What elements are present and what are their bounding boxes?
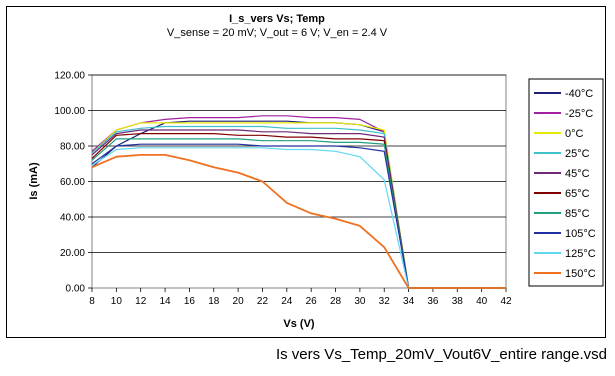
series-line-10 (91, 153, 506, 289)
x-tick-label: 8 (89, 296, 95, 307)
x-tick-label: 20 (233, 296, 245, 307)
y-tick-label: 100.00 (54, 106, 85, 117)
x-tick-label: 16 (184, 296, 196, 307)
legend-label: 65°C (565, 188, 590, 200)
y-tick-label: 120.00 (54, 71, 85, 82)
x-tick-label: 36 (427, 296, 439, 307)
legend-label: 105°C (565, 228, 596, 240)
legend-label: 85°C (565, 208, 590, 220)
x-tick-label: 42 (500, 296, 512, 307)
chart-frame: I_s_vers Vs; Temp V_sense = 20 mV; V_out… (6, 6, 606, 338)
x-tick-label: 22 (257, 296, 269, 307)
grid-lines (88, 74, 507, 292)
x-tick-label: 32 (379, 296, 391, 307)
y-tick-labels: 0.00 20.00 40.00 60.00 80.00 100.00 120.00 (54, 71, 85, 295)
x-axis-label: Vs (V) (283, 318, 315, 330)
x-tick-label: 38 (452, 296, 464, 307)
x-tick-label: 26 (306, 296, 318, 307)
x-tick-label: 30 (354, 296, 366, 307)
x-tick-label: 40 (476, 296, 488, 307)
chart-subtitle: V_sense = 20 mV; V_out = 6 V; V_en = 2.4… (167, 27, 388, 39)
legend-label: 45°C (565, 168, 590, 180)
chart-title: I_s_vers Vs; Temp (229, 13, 325, 25)
x-tick-label: 10 (111, 296, 123, 307)
line-chart: I_s_vers Vs; Temp V_sense = 20 mV; V_out… (28, 13, 604, 330)
legend-label: 125°C (565, 248, 596, 260)
x-tick-label: 28 (330, 296, 342, 307)
x-tick-label: 34 (403, 296, 415, 307)
x-tick-label: 18 (208, 296, 220, 307)
x-tick-label: 12 (135, 296, 147, 307)
file-caption: Is vers Vs_Temp_20mV_Vout6V_entire range… (275, 346, 607, 363)
y-tick-label: 20.00 (60, 248, 85, 259)
legend-label: 25°C (565, 148, 590, 160)
x-tick-labels: 8 10 12 14 16 18 20 22 24 26 28 30 32 34 36 38 40 42 (89, 296, 512, 307)
x-tick-label: 14 (159, 296, 171, 307)
y-axis-label: Is (mA) (28, 162, 40, 200)
legend-label: 0°C (565, 128, 584, 140)
y-tick-label: 0.00 (66, 284, 86, 295)
series-lines (91, 115, 506, 289)
legend-entries: -40°C -25°C 0°C 25°C 45°C 65°C 85°C 105°C 125°C 1… (534, 88, 596, 280)
y-tick-label: 80.00 (60, 142, 85, 153)
y-tick-label: 40.00 (60, 213, 85, 224)
x-tick-label: 24 (281, 296, 293, 307)
legend-label: -25°C (565, 108, 593, 120)
legend-label: -40°C (565, 88, 593, 100)
legend-label: 150°C (565, 268, 596, 280)
y-tick-label: 60.00 (60, 177, 85, 188)
